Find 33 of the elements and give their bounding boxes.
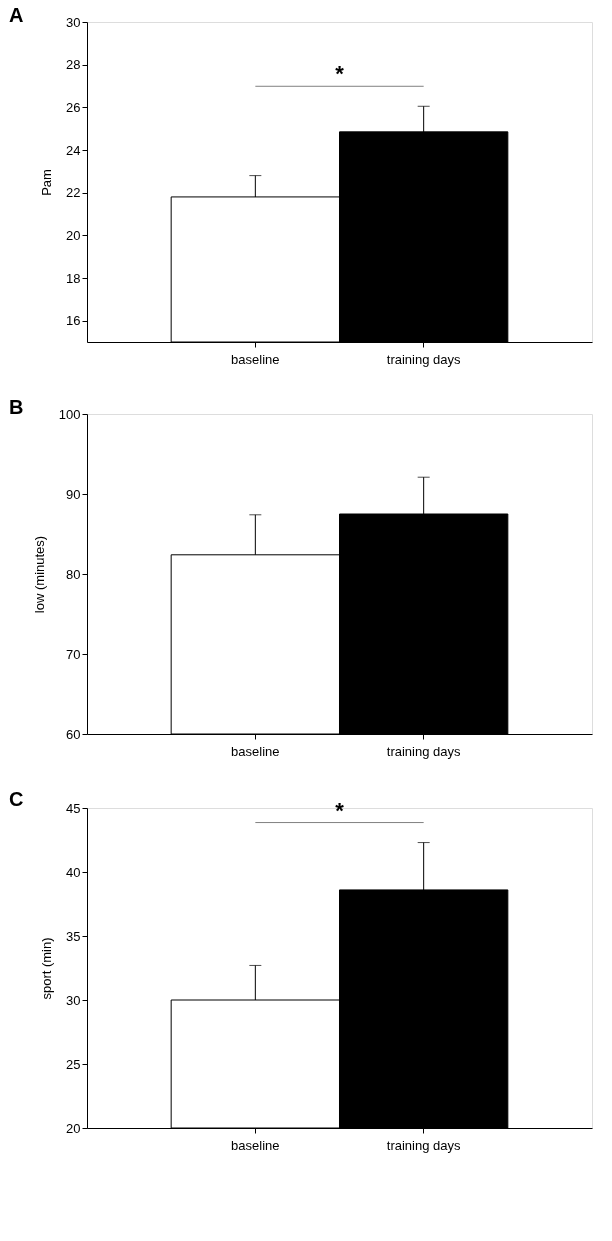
y-tick-label: 25 — [66, 1056, 81, 1072]
x-tick-label: training days — [386, 351, 462, 367]
annotation: * — [335, 61, 345, 87]
y-tick-label: 18 — [66, 270, 81, 286]
x-tick-label: training days — [386, 1137, 462, 1153]
x-tick-label: baseline — [231, 351, 280, 367]
chart-title: A — [9, 4, 24, 26]
y-tick-label: 80 — [66, 566, 81, 582]
y-tick-label: 30 — [66, 992, 81, 1008]
annotation: * — [335, 797, 345, 823]
x-tick-label: baseline — [231, 743, 280, 759]
y-tick-label: 20 — [66, 1120, 81, 1136]
y-tick-label: 90 — [66, 486, 81, 502]
y-tick-label: 30 — [66, 14, 81, 30]
y-tick-label: 70 — [66, 646, 81, 662]
y-tick-label: 40 — [66, 864, 81, 880]
y-axis-title: low (minutes) — [31, 535, 47, 614]
y-tick-label: 100 — [58, 406, 81, 422]
chart-title: B — [9, 396, 24, 418]
y-tick-label: 28 — [66, 57, 81, 73]
y-tick-label: 24 — [66, 142, 81, 158]
y-axis-title: Pam — [39, 169, 55, 196]
x-tick-label: training days — [386, 743, 462, 759]
y-tick-label: 45 — [66, 800, 81, 816]
y-tick-label: 22 — [66, 185, 81, 201]
y-tick-label: 60 — [66, 726, 81, 742]
y-tick-label: 26 — [66, 99, 81, 115]
chart-title: C — [9, 787, 24, 810]
y-tick-label: 16 — [66, 313, 81, 329]
x-tick-label: baseline — [231, 1137, 280, 1153]
y-tick-label: 35 — [66, 928, 81, 944]
y-tick-label: 20 — [66, 227, 81, 243]
y-axis-title: sport (min) — [39, 937, 55, 1000]
